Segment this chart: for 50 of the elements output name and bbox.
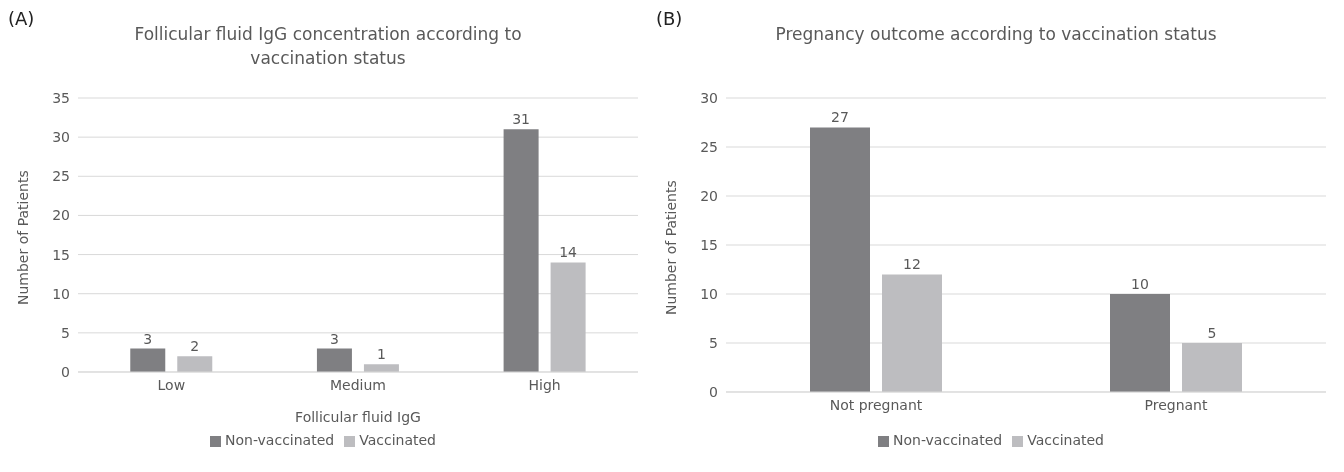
data-label: 5 — [1207, 325, 1217, 341]
y-tick-label: 25 — [700, 138, 718, 155]
text: (B) — [656, 8, 683, 29]
data-label: 31 — [512, 111, 531, 128]
legend-label: Non-vaccinated — [225, 432, 335, 448]
bar — [810, 127, 870, 392]
data-label: 14 — [559, 244, 578, 261]
legend-label: Vaccinated — [359, 432, 436, 448]
bar — [882, 274, 942, 392]
y-tick-label: 35 — [52, 89, 70, 106]
y-axis-title: Number of Patients — [14, 170, 31, 305]
y-tick-label: 0 — [709, 383, 718, 400]
x-tick-label: Low — [157, 376, 186, 393]
y-tick-label: 20 — [700, 187, 718, 204]
bar — [1110, 294, 1170, 392]
y-tick-label: 15 — [52, 246, 70, 263]
x-tick-label: High — [528, 376, 561, 393]
x-tick-label: Not pregnant — [829, 396, 923, 413]
data-label: 3 — [329, 330, 339, 347]
data-label: 1 — [376, 346, 386, 363]
x-tick-label: Pregnant — [1144, 396, 1208, 413]
y-tick-label: 30 — [52, 129, 70, 146]
data-label: 10 — [1131, 276, 1149, 292]
bar — [503, 129, 539, 372]
y-tick-label: 10 — [700, 285, 718, 302]
legend-label: Vaccinated — [1027, 432, 1104, 448]
bar — [550, 262, 586, 372]
chart-title: Pregnancy outcome according to vaccination status — [774, 23, 1218, 46]
data-label: 3 — [143, 330, 153, 347]
legend-label: Non-vaccinated — [893, 432, 1003, 448]
y-tick-label: 20 — [52, 207, 70, 224]
y-tick-label: 30 — [700, 89, 718, 106]
data-label: 12 — [903, 256, 921, 273]
y-tick-label: 25 — [52, 168, 70, 185]
y-tick-label: 5 — [61, 324, 70, 341]
data-label: 27 — [831, 109, 849, 126]
x-axis-title: Follicular fluid IgG — [295, 409, 421, 425]
y-axis-title: Number of Patients — [662, 180, 679, 315]
bar — [316, 348, 352, 372]
y-tick-label: 0 — [61, 363, 70, 380]
y-tick-label: 5 — [709, 334, 718, 351]
y-tick-label: 15 — [700, 236, 718, 253]
bar — [1182, 343, 1242, 392]
text: (A) — [8, 8, 35, 29]
x-tick-label: Medium — [330, 376, 386, 393]
y-tick-label: 10 — [52, 285, 70, 302]
bar — [130, 348, 166, 372]
chart-title: Follicular fluid IgG concentration according to vaccination status — [133, 23, 523, 70]
bar — [177, 356, 213, 372]
data-label: 2 — [190, 338, 200, 355]
